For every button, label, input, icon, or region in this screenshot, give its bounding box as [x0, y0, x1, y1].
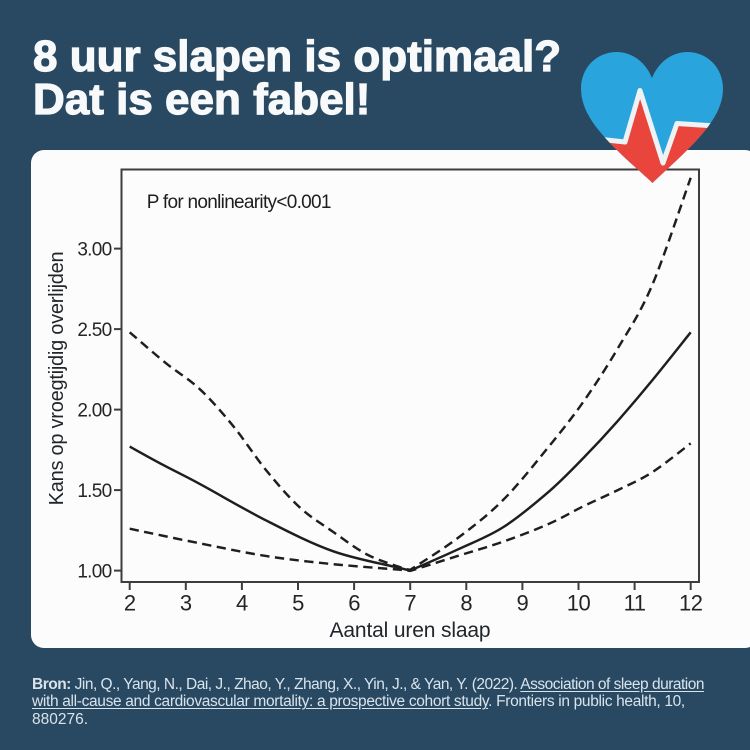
svg-text:5: 5 — [292, 591, 304, 616]
svg-text:3.00: 3.00 — [77, 240, 111, 261]
svg-text:2.50: 2.50 — [77, 320, 111, 341]
svg-text:P for nonlinearity<0.001: P for nonlinearity<0.001 — [147, 192, 331, 213]
svg-text:10: 10 — [567, 591, 591, 616]
svg-text:4: 4 — [236, 591, 248, 616]
svg-text:2: 2 — [124, 591, 136, 616]
svg-text:1.50: 1.50 — [77, 481, 111, 502]
svg-text:1.00: 1.00 — [77, 562, 111, 583]
svg-text:3: 3 — [180, 591, 192, 616]
svg-text:12: 12 — [679, 591, 703, 616]
svg-text:2.00: 2.00 — [77, 401, 111, 422]
svg-text:7: 7 — [404, 591, 416, 616]
svg-text:9: 9 — [517, 591, 529, 616]
svg-text:6: 6 — [348, 591, 360, 616]
svg-text:11: 11 — [624, 591, 646, 616]
svg-text:Kans op vroegtijdig overlijden: Kans op vroegtijdig overlijden — [46, 252, 68, 506]
svg-text:8: 8 — [460, 591, 472, 616]
svg-text:Aantal uren slaap: Aantal uren slaap — [330, 619, 491, 642]
